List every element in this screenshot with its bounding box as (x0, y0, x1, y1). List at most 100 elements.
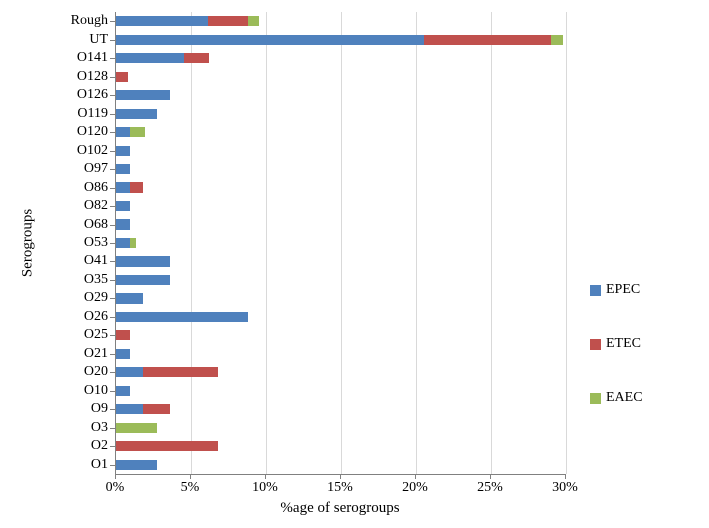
legend-swatch (590, 285, 601, 296)
y-tick-mark (110, 354, 115, 355)
bar-segment-etec (143, 367, 218, 377)
y-tick-label: O102 (77, 143, 108, 159)
bar-row (116, 90, 566, 100)
bar-segment-epec (116, 275, 170, 285)
x-tick-label: 15% (327, 480, 353, 496)
y-tick-mark (110, 114, 115, 115)
y-tick-label: O41 (84, 253, 108, 269)
y-tick-mark (110, 465, 115, 466)
y-tick-label: O20 (84, 364, 108, 380)
plot-area (115, 12, 566, 475)
bar-segment-etec (116, 72, 128, 82)
bar-segment-etec (184, 53, 210, 63)
legend-item-epec: EPEC (590, 282, 643, 298)
y-tick-mark (110, 132, 115, 133)
bar-segment-epec (116, 127, 130, 137)
bar-segment-etec (143, 404, 170, 414)
y-tick-label: O82 (84, 198, 108, 214)
y-tick-mark (110, 188, 115, 189)
x-tick-label: 5% (181, 480, 200, 496)
x-tick-mark (190, 474, 191, 479)
bar-segment-etec (208, 16, 249, 26)
y-tick-label: O1 (91, 457, 108, 473)
bar-row (116, 164, 566, 174)
bar-row (116, 275, 566, 285)
y-tick-label: O119 (77, 106, 108, 122)
bar-segment-epec (116, 238, 130, 248)
y-tick-mark (110, 151, 115, 152)
bar-row (116, 386, 566, 396)
x-tick-label: 30% (552, 480, 578, 496)
x-tick-mark (415, 474, 416, 479)
y-tick-mark (110, 298, 115, 299)
bar-segment-epec (116, 349, 130, 359)
x-tick-label: 0% (106, 480, 125, 496)
bar-segment-epec (116, 256, 170, 266)
bar-row (116, 423, 566, 433)
y-tick-mark (110, 169, 115, 170)
x-tick-label: 20% (402, 480, 428, 496)
y-tick-label: O126 (77, 87, 108, 103)
bar-segment-epec (116, 312, 248, 322)
y-tick-label: UT (89, 32, 108, 48)
y-tick-mark (110, 335, 115, 336)
y-tick-mark (110, 77, 115, 78)
legend-label: EPEC (606, 282, 640, 298)
bar-row (116, 35, 566, 45)
bar-segment-epec (116, 53, 184, 63)
y-tick-label: O26 (84, 309, 108, 325)
bar-segment-epec (116, 35, 424, 45)
x-axis-title: %age of serogroups (280, 500, 399, 517)
bar-segment-eaec (130, 127, 145, 137)
bar-row (116, 16, 566, 26)
y-tick-label: O68 (84, 217, 108, 233)
legend-label: ETEC (606, 336, 641, 352)
bar-row (116, 330, 566, 340)
y-tick-mark (110, 40, 115, 41)
bar-segment-eaec (130, 238, 136, 248)
bar-row (116, 349, 566, 359)
bar-segment-etec (424, 35, 552, 45)
y-tick-mark (110, 280, 115, 281)
y-tick-label: O29 (84, 290, 108, 306)
bar-segment-epec (116, 146, 130, 156)
y-tick-label: O97 (84, 161, 108, 177)
y-tick-mark (110, 21, 115, 22)
y-tick-label: O3 (91, 420, 108, 436)
legend-swatch (590, 339, 601, 350)
grid-line (566, 12, 567, 474)
legend-swatch (590, 393, 601, 404)
bar-row (116, 238, 566, 248)
bar-segment-epec (116, 293, 143, 303)
bar-row (116, 182, 566, 192)
bar-segment-eaec (551, 35, 563, 45)
bar-row (116, 109, 566, 119)
y-tick-mark (110, 261, 115, 262)
bar-row (116, 460, 566, 470)
y-tick-mark (110, 372, 115, 373)
x-tick-mark (340, 474, 341, 479)
legend-label: EAEC (606, 390, 643, 406)
x-tick-mark (565, 474, 566, 479)
y-tick-label: O21 (84, 346, 108, 362)
y-tick-label: O9 (91, 401, 108, 417)
bar-segment-epec (116, 404, 143, 414)
bar-segment-epec (116, 109, 157, 119)
y-axis-title: Serogroups (20, 209, 37, 277)
x-tick-mark (115, 474, 116, 479)
y-tick-mark (110, 428, 115, 429)
y-tick-label: O25 (84, 327, 108, 343)
bar-segment-eaec (248, 16, 259, 26)
y-tick-label: O10 (84, 383, 108, 399)
bar-segment-epec (116, 182, 130, 192)
legend-item-etec: ETEC (590, 336, 643, 352)
y-tick-label: O128 (77, 69, 108, 85)
y-tick-label: O53 (84, 235, 108, 251)
bar-segment-epec (116, 90, 170, 100)
bar-segment-epec (116, 201, 130, 211)
y-tick-mark (110, 446, 115, 447)
bar-row (116, 256, 566, 266)
bar-segment-epec (116, 386, 130, 396)
bar-row (116, 53, 566, 63)
x-tick-mark (490, 474, 491, 479)
